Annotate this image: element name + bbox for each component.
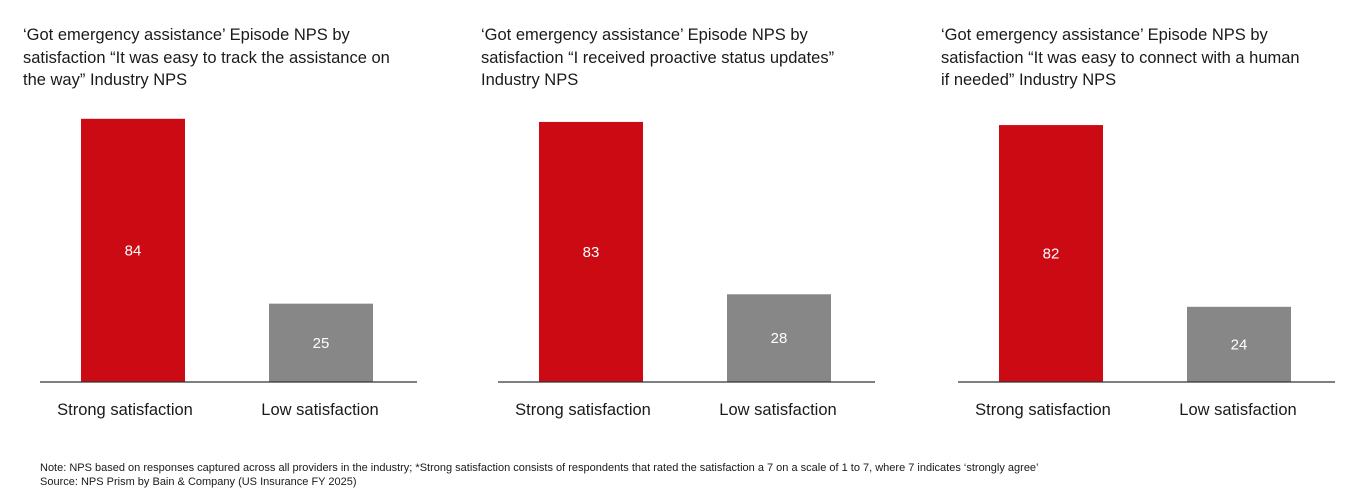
chart-3-category-label-strong: Strong satisfaction (975, 401, 1111, 419)
chart-title-2-line-1: ‘Got emergency assistance’ Episode NPS b… (481, 26, 808, 44)
chart-panel-3: ‘Got emergency assistance’ Episode NPS b… (941, 0, 1341, 440)
chart-panel-1: ‘Got emergency assistance’ Episode NPS b… (23, 0, 423, 440)
chart-1-svg: 84 Strong satisfaction 25 Low satisfaction (40, 118, 417, 419)
chart-1-category-label-strong: Strong satisfaction (57, 401, 193, 419)
chart-3-value-label-strong: 82 (1043, 246, 1060, 263)
chart-title-2-line-3: Industry NPS (481, 71, 579, 89)
chart-1-category-label-low: Low satisfaction (261, 401, 378, 419)
chart-2-value-label-low: 28 (771, 330, 788, 347)
chart-title-3-line-1: ‘Got emergency assistance’ Episode NPS b… (941, 26, 1268, 44)
chart-2-value-label-strong: 83 (583, 244, 600, 261)
chart-title-1-line-2: satisfaction “It was easy to track the a… (23, 48, 390, 67)
chart-title-3: ‘Got emergency assistance’ Episode NPS b… (941, 24, 1300, 92)
chart-2-bar-strong (539, 121, 643, 382)
chart-1-bar-strong (81, 118, 185, 383)
chart-2-bar-low (727, 294, 831, 382)
chart-title-1-line-1: ‘Got emergency assistance’ Episode NPS b… (23, 26, 350, 44)
chart-panel-2: ‘Got emergency assistance’ Episode NPS b… (481, 0, 881, 440)
chart-3-svg: 82 Strong satisfaction 24 Low satisfaction (958, 125, 1335, 419)
chart-3-bar-strong (999, 125, 1103, 383)
footer-source: Source: NPS Prism by Bain & Company (US … (40, 475, 357, 488)
footer-note: Note: NPS based on responses captured ac… (40, 462, 1039, 474)
chart-title-2-line-2: satisfaction “I received proactive statu… (481, 48, 835, 67)
chart-1-bar-low (269, 303, 373, 382)
chart-title-1: ‘Got emergency assistance’ Episode NPS b… (23, 24, 390, 92)
chart-title-1-line-3: the way” Industry NPS (23, 71, 188, 89)
chart-3-category-label-low: Low satisfaction (1179, 401, 1296, 419)
chart-title-2: ‘Got emergency assistance’ Episode NPS b… (481, 24, 834, 92)
chart-1-value-label-strong: 84 (125, 242, 142, 259)
chart-2-svg: 83 Strong satisfaction 28 Low satisfaction (498, 121, 875, 419)
chart-title-3-line-3: if needed” Industry NPS (941, 71, 1117, 89)
chart-3-value-label-low: 24 (1231, 336, 1248, 353)
chart-title-3-line-2: satisfaction “It was easy to connect wit… (941, 48, 1300, 67)
footer: Note: NPS based on responses captured ac… (40, 462, 1039, 489)
chart-3-bar-low (1187, 306, 1291, 382)
chart-2-category-label-low: Low satisfaction (719, 401, 836, 419)
chart-1-value-label-low: 25 (313, 335, 330, 352)
chart-2-category-label-strong: Strong satisfaction (515, 401, 651, 419)
